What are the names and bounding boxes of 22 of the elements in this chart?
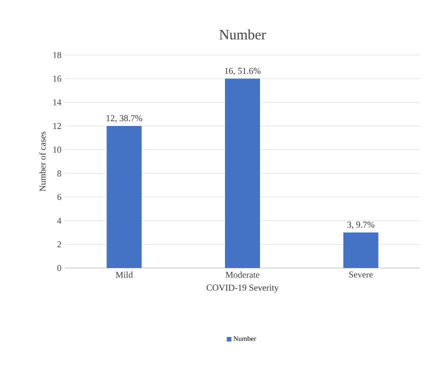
y-axis-title: Number of cases: [39, 132, 46, 192]
y-tick-label: 10: [53, 146, 62, 153]
x-tick-label: Moderate: [226, 272, 260, 278]
y-tick-label: 12: [53, 123, 61, 129]
x-tick-label: Mild: [116, 272, 133, 278]
y-tick-label: 8: [57, 170, 62, 176]
y-tick-label: 6: [57, 194, 62, 200]
x-tick-label: Severe: [349, 272, 373, 278]
x-axis-title: COVID-19 Severity: [206, 284, 279, 293]
y-tick-label: 14: [53, 99, 62, 106]
bar: [343, 232, 378, 268]
chart-title: Number: [219, 29, 266, 40]
bar: [106, 126, 142, 268]
y-tick-label: 16: [53, 76, 62, 82]
data-label: 3, 9.7%: [347, 222, 374, 229]
y-tick-label: 0: [57, 264, 62, 272]
y-tick-label: 2: [57, 241, 61, 248]
data-label: 12, 38.7%: [106, 115, 142, 122]
data-label: 16, 51.6%: [224, 68, 260, 76]
bar: [225, 78, 260, 268]
y-tick-label: 4: [57, 218, 62, 224]
y-tick-label: 18: [53, 52, 62, 58]
